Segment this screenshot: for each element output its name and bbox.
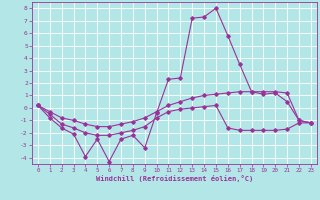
X-axis label: Windchill (Refroidissement éolien,°C): Windchill (Refroidissement éolien,°C): [96, 175, 253, 182]
